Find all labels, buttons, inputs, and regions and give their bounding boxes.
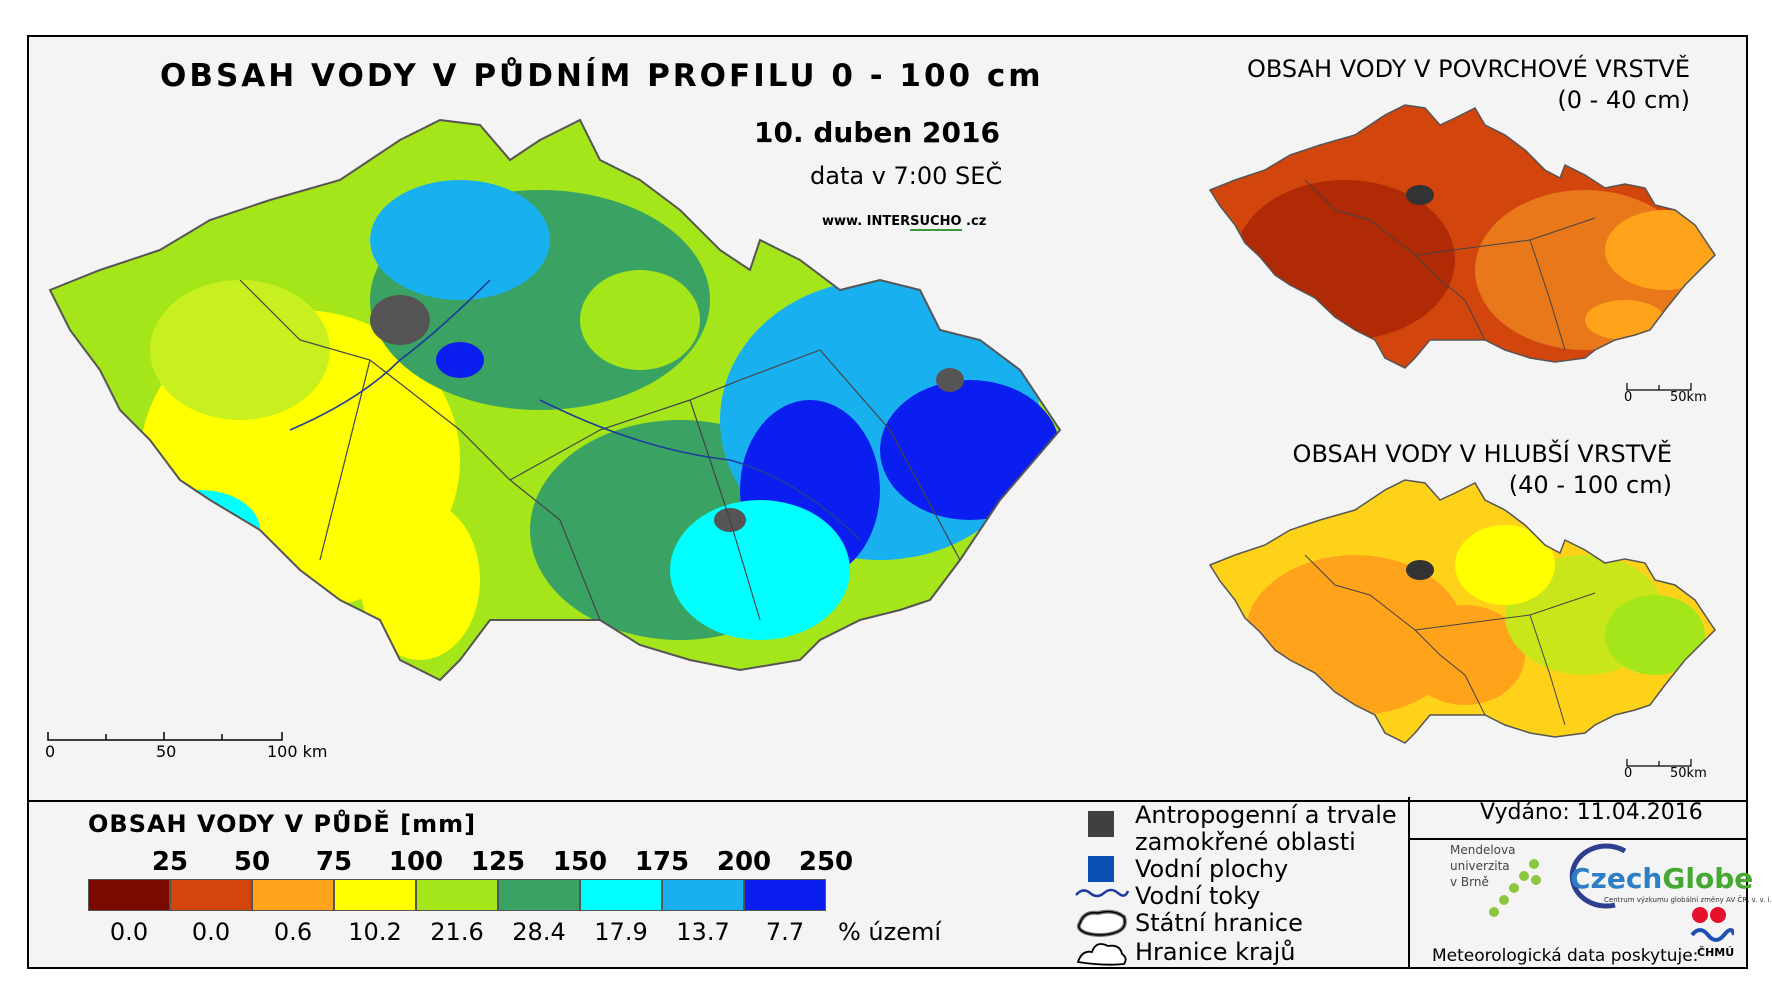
chmu-logo-icon — [1690, 907, 1734, 942]
colorbar-class-8 — [662, 879, 744, 911]
colorbar-upper-label: 50 — [233, 847, 271, 877]
mendel-university-logo-text: Mendelova univerzita v Brně — [1450, 843, 1516, 889]
colorbar-upper-label: 250 — [798, 847, 854, 877]
main-map-title: OBSAH VODY V PŮDNÍM PROFILU 0 - 100 cm — [160, 58, 1044, 94]
colorbar-upper-label: 25 — [151, 847, 189, 877]
colorbar-percent-label: 13.7 — [676, 918, 730, 946]
legend-unit: % území — [838, 918, 942, 946]
colorbar-percent-label: 10.2 — [348, 918, 402, 946]
deep-map — [1208, 479, 1716, 744]
main-map-date: 10. duben 2016 — [754, 116, 1000, 149]
colorbar-upper-label: 75 — [315, 847, 353, 877]
czechglobe-logo-arc — [1569, 843, 1627, 909]
website-link[interactable]: www. INTERSUCHO .cz — [822, 214, 987, 231]
deep-map-subtitle: (40 - 100 cm) — [1508, 471, 1672, 499]
legend-region-border: Hranice krajů — [1135, 938, 1296, 966]
czechglobe-subtitle: Centrum výzkumu globální změny AV ČR, v.… — [1604, 896, 1772, 904]
legend-state-border: Státní hranice — [1135, 909, 1303, 937]
colorbar-upper-label: 175 — [634, 847, 690, 877]
colorbar-class-6 — [498, 879, 580, 911]
river-line-icon — [1075, 888, 1130, 898]
czechglobe-name-b: Globe — [1662, 862, 1754, 895]
legend-anthropogenic: Antropogenní a trvale — [1135, 801, 1397, 829]
colorbar-percent-label: 0.0 — [109, 918, 149, 946]
colorbar-percent-label: 0.6 — [273, 918, 313, 946]
website-suffix: .cz — [961, 214, 987, 229]
water-bodies-swatch — [1088, 856, 1114, 882]
anthropogenic-swatch — [1088, 811, 1114, 837]
colorbar-class-2 — [170, 879, 252, 911]
legend-divider — [29, 800, 1746, 802]
main-map — [48, 118, 1062, 682]
legend-anthropogenic-2: zamokřené oblasti — [1135, 828, 1356, 856]
colorbar-upper-label: 100 — [388, 847, 444, 877]
colorbar-class-3 — [252, 879, 334, 911]
deep-scale-zero: 0 — [1624, 766, 1633, 781]
issued-date: Vydáno: 11.04.2016 — [1480, 800, 1703, 825]
colorbar-percent-label: 7.7 — [765, 918, 805, 946]
colorbar-upper-label: 125 — [470, 847, 526, 877]
surface-scale-bar — [1626, 383, 1692, 391]
website-highlight: SUCHO — [910, 214, 962, 231]
main-scale-zero: 0 — [45, 742, 56, 761]
surface-map-title: OBSAH VODY V POVRCHOVÉ VRSTVĚ — [1247, 55, 1690, 83]
deep-map-title: OBSAH VODY V HLUBŠÍ VRSTVĚ — [1292, 440, 1672, 468]
colorbar-class-5 — [416, 879, 498, 911]
colorbar-upper-label: 150 — [552, 847, 608, 877]
colorbar-class-1 — [88, 879, 170, 911]
chmu-logo-text: ČHMÚ — [1697, 946, 1735, 959]
deep-scale-bar — [1626, 759, 1692, 767]
colorbar-percent-label: 0.0 — [191, 918, 231, 946]
surface-scale-zero: 0 — [1624, 390, 1633, 405]
footer-divider — [1408, 797, 1410, 969]
czechglobe-name-a: Czech — [1570, 862, 1663, 895]
colorbar-upper-label: 200 — [716, 847, 772, 877]
colorbar-class-7 — [580, 879, 662, 911]
mendel-university-logo — [1489, 859, 1541, 917]
region-border-icon — [1076, 943, 1127, 966]
colorbar-percent-label: 21.6 — [430, 918, 484, 946]
main-map-time: data v 7:00 SEČ — [810, 162, 1003, 190]
surface-map — [1208, 104, 1716, 369]
main-scale-bar — [47, 732, 283, 741]
surface-map-subtitle: (0 - 40 cm) — [1557, 86, 1690, 114]
colorbar-class-9 — [744, 879, 826, 911]
state-border-icon — [1076, 909, 1127, 937]
colorbar-percent-label: 28.4 — [512, 918, 566, 946]
czechglobe-logo: CzechGlobe — [1570, 862, 1753, 895]
surface-scale-end: 50km — [1670, 390, 1707, 405]
colorbar-class-4 — [334, 879, 416, 911]
legend-rivers: Vodní toky — [1135, 882, 1261, 910]
main-scale-mid: 50 — [156, 742, 177, 761]
colorbar-percent-label: 17.9 — [594, 918, 648, 946]
logo-separator — [1408, 838, 1748, 840]
main-scale-end: 100 km — [267, 742, 328, 761]
website-prefix: www. INTER — [822, 214, 911, 229]
data-provider-text: Meteorologická data poskytuje: — [1432, 946, 1699, 966]
legend-water-bodies: Vodní plochy — [1135, 855, 1289, 883]
deep-scale-end: 50km — [1670, 766, 1707, 781]
legend-title: OBSAH VODY V PŮDĚ [mm] — [88, 810, 477, 838]
